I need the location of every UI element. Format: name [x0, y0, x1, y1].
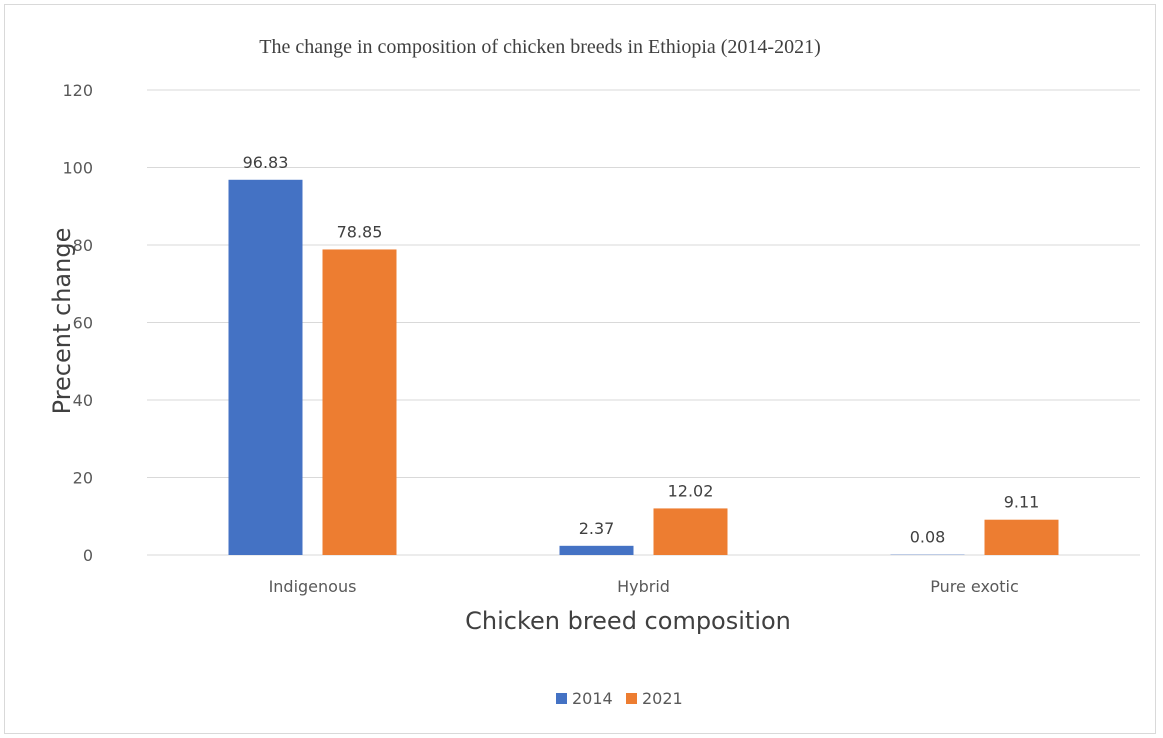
y-tick-label: 100	[62, 159, 93, 178]
legend-swatch-2014	[556, 693, 567, 704]
data-label: 9.11	[1004, 493, 1040, 512]
data-label: 2.37	[579, 519, 615, 538]
bar-2021-hybrid	[653, 508, 728, 555]
y-axis-title: Precent change	[48, 228, 76, 415]
y-axis-ticks: 0 20 40 60 80 100 120	[62, 81, 93, 565]
gridlines	[147, 89, 1140, 556]
legend-label-2021: 2021	[642, 689, 683, 708]
bar-2014-indigenous	[228, 179, 303, 555]
chart-frame	[4, 4, 1156, 734]
y-tick-label: 80	[73, 236, 93, 255]
bar-2021-indigenous	[322, 249, 397, 556]
legend-swatch-2021	[626, 693, 637, 704]
legend-label-2014: 2014	[572, 689, 613, 708]
x-tick-label: Pure exotic	[930, 577, 1019, 596]
x-axis-ticks: Indigenous Hybrid Pure exotic	[269, 577, 1019, 596]
y-tick-label: 120	[62, 81, 93, 100]
y-tick-label: 0	[83, 546, 93, 565]
x-tick-label: Indigenous	[269, 577, 357, 596]
bar-2014-hybrid	[559, 545, 634, 555]
x-axis-title: Chicken breed composition	[465, 607, 791, 635]
x-tick-label: Hybrid	[617, 577, 670, 596]
chart-title: The change in composition of chicken bre…	[259, 36, 821, 58]
data-label: 78.85	[337, 222, 383, 241]
data-label: 12.02	[668, 481, 714, 500]
data-label: 0.08	[910, 528, 946, 547]
bars	[228, 179, 1059, 556]
y-tick-label: 60	[73, 314, 93, 333]
y-tick-label: 40	[73, 391, 93, 410]
data-labels: 96.83 78.85 2.37 12.02 0.08 9.11	[243, 153, 1040, 547]
legend: 2014 2021	[556, 689, 683, 708]
y-tick-label: 20	[73, 469, 93, 488]
data-label: 96.83	[243, 153, 289, 172]
bar-2021-pure-exotic	[984, 519, 1059, 555]
